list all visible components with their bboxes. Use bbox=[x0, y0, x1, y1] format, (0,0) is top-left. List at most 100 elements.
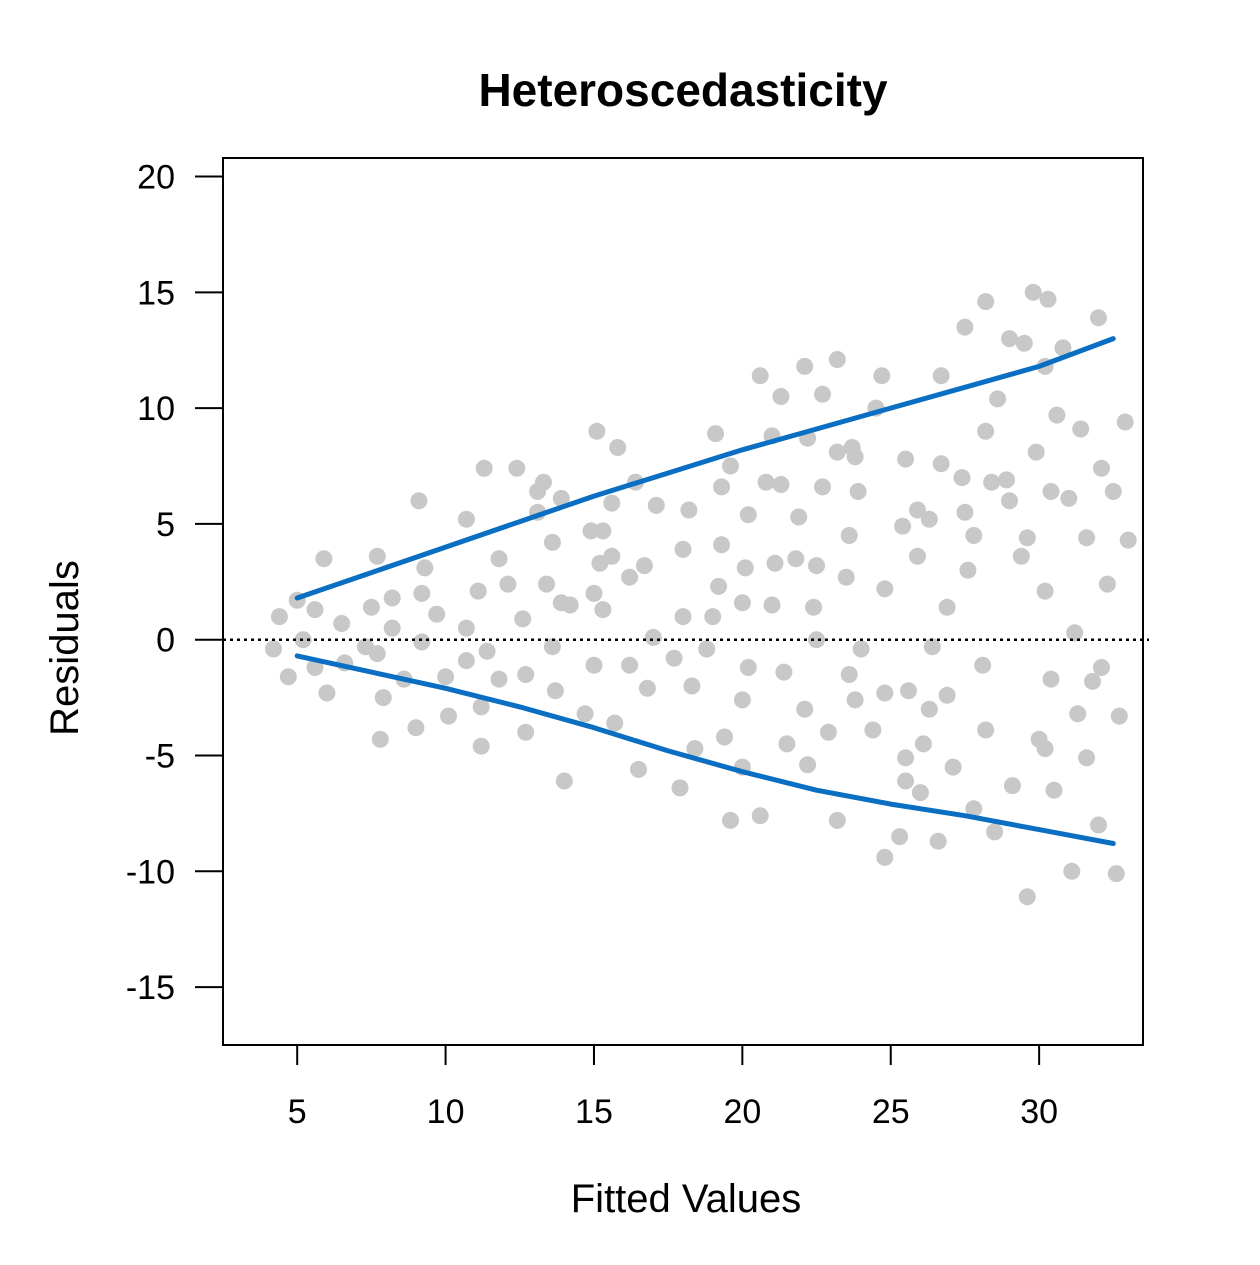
data-point bbox=[413, 584, 431, 602]
data-point bbox=[920, 510, 938, 528]
data-point bbox=[279, 668, 297, 686]
x-tick-label: 30 bbox=[1020, 1093, 1058, 1131]
data-point bbox=[956, 503, 974, 521]
data-point bbox=[977, 721, 995, 739]
data-point bbox=[956, 318, 974, 336]
data-point bbox=[1078, 529, 1096, 547]
data-point bbox=[475, 459, 493, 477]
data-point bbox=[1093, 659, 1110, 676]
data-point bbox=[716, 728, 733, 746]
data-point bbox=[977, 422, 995, 440]
data-point bbox=[894, 517, 912, 535]
data-point bbox=[739, 659, 757, 676]
data-point bbox=[576, 705, 594, 723]
data-point bbox=[413, 633, 431, 651]
data-point bbox=[900, 682, 917, 700]
data-point bbox=[1036, 740, 1054, 758]
data-point bbox=[306, 601, 324, 619]
data-point bbox=[490, 670, 508, 688]
data-point bbox=[1104, 483, 1122, 500]
data-point bbox=[998, 471, 1015, 489]
data-point bbox=[751, 807, 769, 825]
data-point bbox=[989, 390, 1007, 408]
data-point bbox=[1054, 339, 1072, 357]
data-point bbox=[517, 723, 535, 741]
data-point bbox=[713, 478, 731, 496]
data-point bbox=[796, 700, 814, 718]
data-point bbox=[514, 610, 532, 628]
data-point bbox=[938, 598, 956, 616]
data-point bbox=[819, 723, 837, 741]
data-point bbox=[407, 719, 425, 737]
data-point bbox=[1045, 781, 1063, 799]
data-point bbox=[837, 568, 855, 586]
data-point bbox=[974, 656, 992, 674]
data-point bbox=[707, 425, 725, 443]
data-point bbox=[585, 656, 603, 674]
data-point bbox=[671, 779, 689, 797]
x-tick-label: 15 bbox=[575, 1093, 613, 1131]
y-tick-label: 10 bbox=[137, 390, 175, 428]
data-point bbox=[472, 737, 490, 755]
data-point bbox=[828, 443, 846, 461]
lower-band-line bbox=[294, 653, 1116, 846]
data-point bbox=[828, 351, 846, 368]
data-point bbox=[1116, 413, 1134, 431]
y-tick-label: -10 bbox=[126, 853, 175, 891]
data-point bbox=[713, 536, 731, 554]
data-point bbox=[944, 758, 962, 776]
data-point bbox=[864, 721, 882, 739]
data-point bbox=[840, 666, 858, 683]
data-point bbox=[722, 457, 739, 475]
data-point bbox=[808, 557, 825, 575]
data-point bbox=[1072, 420, 1090, 438]
data-point bbox=[959, 561, 977, 579]
data-point bbox=[1001, 330, 1018, 348]
data-point bbox=[799, 756, 817, 774]
data-point bbox=[472, 698, 490, 716]
data-point bbox=[368, 645, 386, 663]
data-point bbox=[315, 550, 333, 568]
data-point bbox=[457, 510, 475, 528]
data-point bbox=[1084, 672, 1101, 690]
data-point bbox=[552, 489, 570, 507]
data-point bbox=[873, 367, 891, 385]
data-point bbox=[333, 615, 351, 632]
x-tick-label: 25 bbox=[872, 1093, 910, 1131]
data-point bbox=[457, 652, 475, 670]
data-point bbox=[796, 357, 814, 375]
data-point bbox=[644, 628, 662, 646]
data-point bbox=[1027, 443, 1045, 461]
data-point bbox=[621, 656, 639, 674]
data-point bbox=[535, 473, 552, 491]
data-point bbox=[846, 448, 864, 466]
data-point bbox=[371, 730, 389, 748]
data-point bbox=[828, 811, 846, 829]
data-point bbox=[891, 828, 909, 846]
data-point bbox=[923, 638, 941, 656]
data-point bbox=[383, 619, 401, 637]
data-point bbox=[416, 559, 434, 577]
data-point bbox=[766, 554, 784, 572]
scatter-points bbox=[265, 283, 1137, 906]
data-point bbox=[499, 575, 517, 593]
data-point bbox=[383, 589, 401, 607]
data-point bbox=[543, 533, 561, 551]
data-point bbox=[585, 584, 603, 602]
y-tick-label: 20 bbox=[137, 159, 175, 197]
data-point bbox=[1060, 489, 1078, 507]
data-point bbox=[932, 455, 950, 473]
data-point bbox=[1024, 283, 1042, 301]
data-point bbox=[1119, 531, 1137, 549]
data-point bbox=[772, 476, 790, 493]
data-point bbox=[808, 631, 825, 649]
data-point bbox=[362, 598, 380, 616]
data-point bbox=[410, 492, 428, 510]
data-point bbox=[588, 422, 606, 440]
data-point bbox=[932, 367, 950, 385]
y-tick-label: -5 bbox=[145, 738, 175, 776]
data-point bbox=[1039, 290, 1057, 308]
data-point bbox=[582, 522, 600, 540]
